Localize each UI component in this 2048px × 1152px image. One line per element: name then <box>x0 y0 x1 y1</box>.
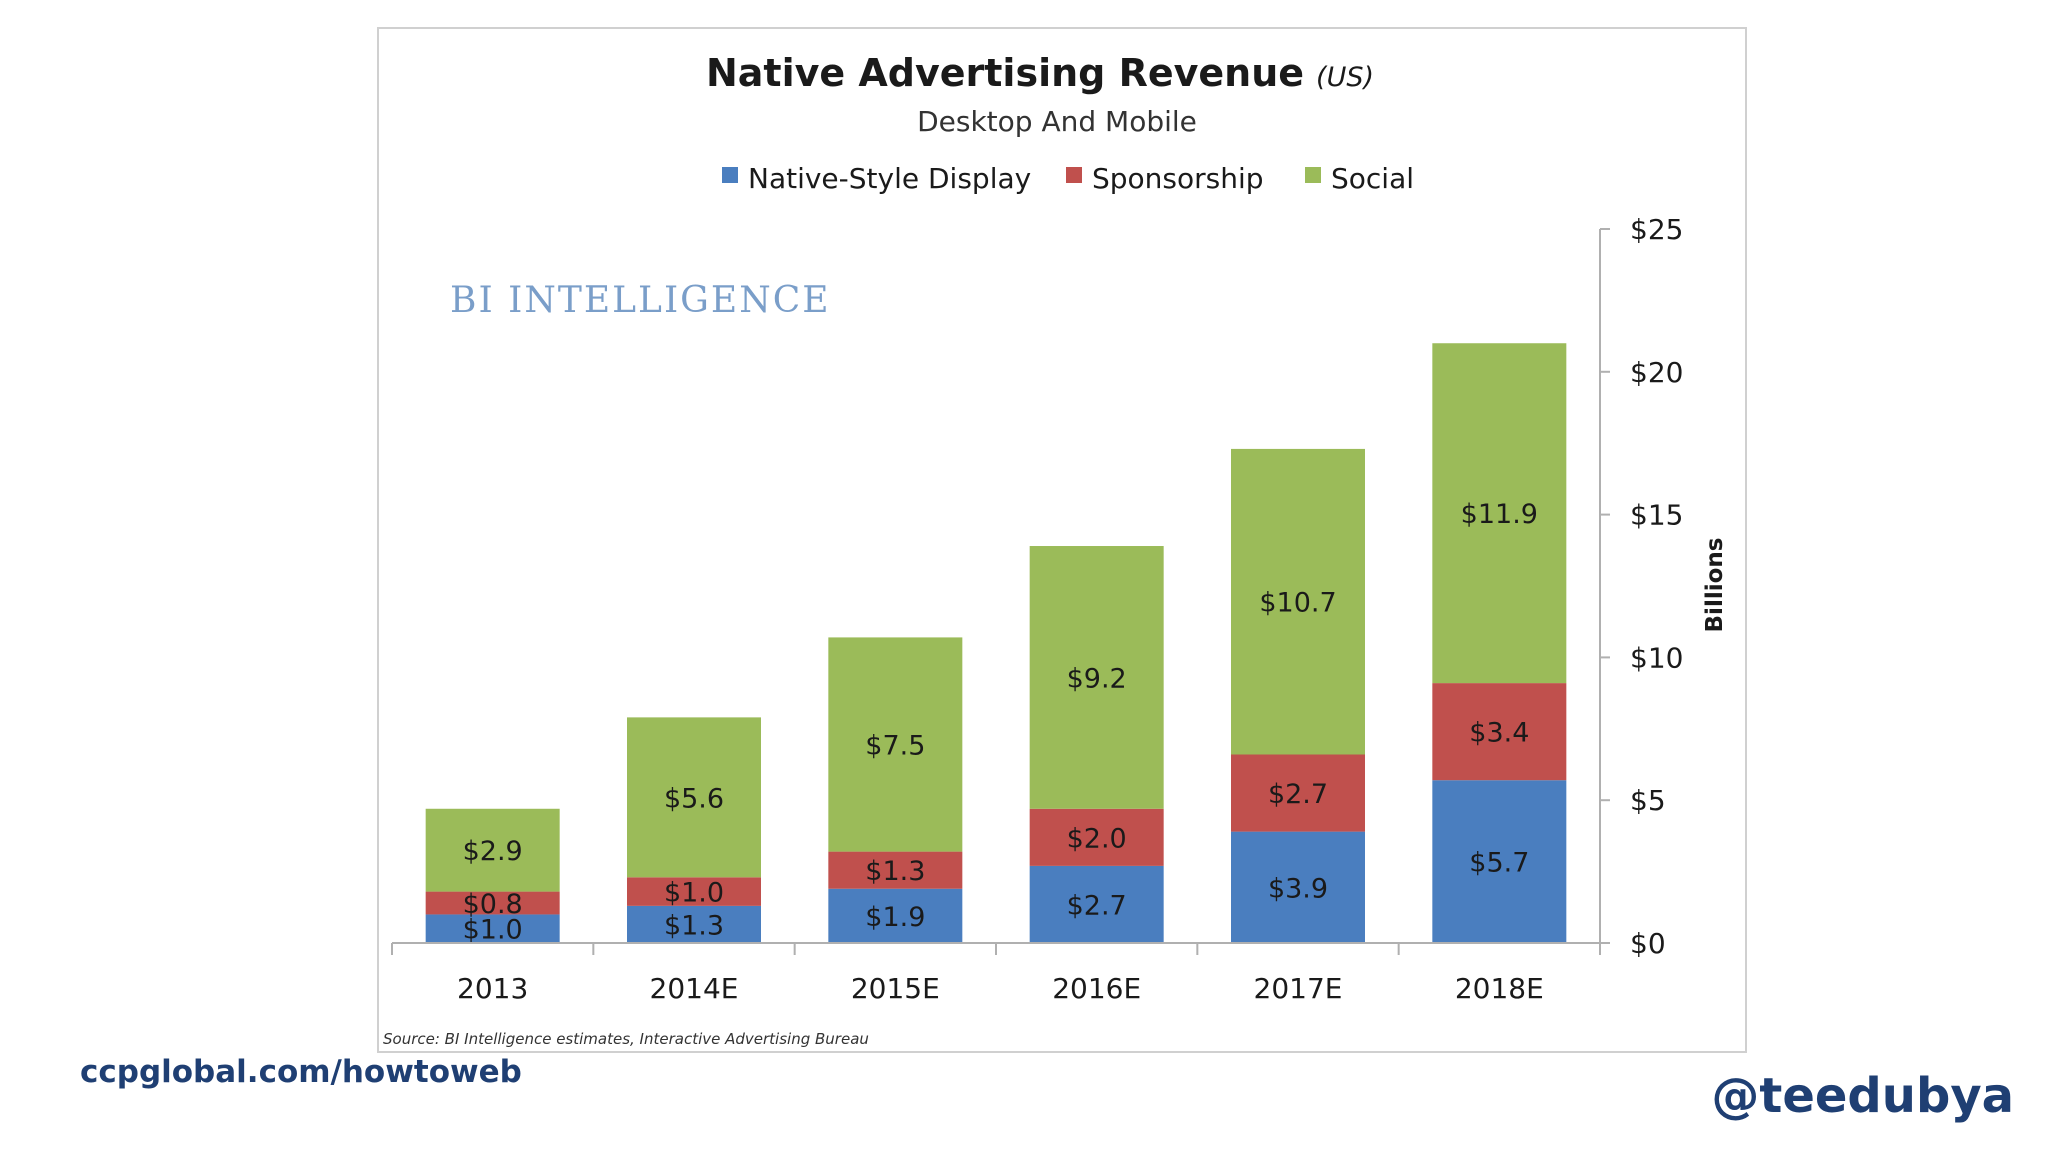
watermark-bi-intelligence: BI INTELLIGENCE <box>450 280 831 321</box>
data-label-2017E-0: $3.9 <box>1268 873 1328 904</box>
x-tick-label-2015E: 2015E <box>851 972 940 1005</box>
data-label-2014E-1: $1.0 <box>664 878 724 909</box>
bar-2014E-1 <box>627 877 761 906</box>
y-tick-label-3: $15 <box>1630 499 1683 532</box>
bar-2018E-0 <box>1432 780 1567 943</box>
bar-2015E-1 <box>828 851 963 889</box>
bar-2017E-0 <box>1231 831 1365 943</box>
x-tick-label-2017E: 2017E <box>1254 972 1343 1005</box>
bar-2014E-0 <box>627 905 761 943</box>
legend-swatch-0 <box>722 167 738 183</box>
chart-subtitle: Desktop And Mobile <box>917 105 1197 138</box>
data-label-2018E-1: $3.4 <box>1469 718 1529 749</box>
bar-2015E-0 <box>828 888 963 943</box>
data-label-2015E-0: $1.9 <box>865 902 925 933</box>
y-tick-label-1: $5 <box>1630 784 1666 817</box>
legend-label-0: Native-Style Display <box>748 162 1031 195</box>
bar-2014E-2 <box>627 717 761 878</box>
bar-2018E-1 <box>1432 683 1567 781</box>
bar-2015E-2 <box>828 637 963 852</box>
data-label-2016E-2: $9.2 <box>1067 663 1127 694</box>
bar-2013-2 <box>425 808 560 892</box>
data-label-2018E-0: $5.7 <box>1469 848 1529 879</box>
y-tick-label-2: $10 <box>1630 641 1683 674</box>
x-tick-label-2014E: 2014E <box>650 972 739 1005</box>
data-label-2013-2: $2.9 <box>463 836 523 867</box>
y-tick-label-0: $0 <box>1630 927 1666 960</box>
website-url: ccpglobal.com/howtoweb <box>80 1054 522 1090</box>
bars: $1.0$0.8$2.9$1.3$1.0$5.6$1.9$1.3$7.5$2.7… <box>425 343 1567 946</box>
data-label-2014E-2: $5.6 <box>664 783 724 814</box>
y-axis-label: Billions <box>1702 538 1728 633</box>
data-label-2013-1: $0.8 <box>463 889 523 920</box>
chart-title-suffix: (US) <box>1316 62 1374 93</box>
axes: 2013 2014E 2015E 2016E 2017E 2018E $0 $5 $10 $15 $… <box>391 213 1683 1005</box>
bar-2016E-2 <box>1029 546 1164 809</box>
y-tick-label-4: $20 <box>1630 356 1683 389</box>
legend-swatch-1 <box>1066 167 1082 183</box>
bar-2016E-1 <box>1029 808 1164 866</box>
bar-2016E-0 <box>1029 865 1164 943</box>
bar-2017E-2 <box>1231 448 1365 755</box>
bar-2017E-1 <box>1231 754 1365 832</box>
x-tick-label-2013: 2013 <box>457 972 528 1005</box>
data-label-2016E-0: $2.7 <box>1067 890 1127 921</box>
bar-2018E-2 <box>1432 343 1567 684</box>
data-label-2018E-2: $11.9 <box>1461 499 1538 530</box>
legend: Native-Style Display Sponsorship Social <box>722 162 1414 195</box>
data-label-2015E-1: $1.3 <box>865 856 925 887</box>
data-label-2013-0: $1.0 <box>463 915 523 946</box>
data-label-2016E-1: $2.0 <box>1067 823 1127 854</box>
twitter-handle: @teedubya <box>1711 1068 2014 1124</box>
legend-label-1: Sponsorship <box>1092 162 1264 195</box>
data-label-2017E-1: $2.7 <box>1268 779 1328 810</box>
data-label-2017E-2: $10.7 <box>1259 588 1336 619</box>
chart-title-main: Native Advertising Revenue <box>706 51 1304 95</box>
data-label-2015E-2: $7.5 <box>865 731 925 762</box>
source-note: Source: BI Intelligence estimates, Inter… <box>383 1030 869 1048</box>
chart-title: Native Advertising Revenue (US) <box>706 51 1374 95</box>
bar-2013-1 <box>425 891 560 915</box>
y-tick-label-5: $25 <box>1630 213 1683 246</box>
bar-2013-0 <box>425 914 560 943</box>
x-tick-label-2016E: 2016E <box>1052 972 1141 1005</box>
legend-swatch-2 <box>1305 167 1321 183</box>
x-tick-label-2018E: 2018E <box>1455 972 1544 1005</box>
data-label-2014E-0: $1.3 <box>664 910 724 941</box>
legend-label-2: Social <box>1331 162 1414 195</box>
